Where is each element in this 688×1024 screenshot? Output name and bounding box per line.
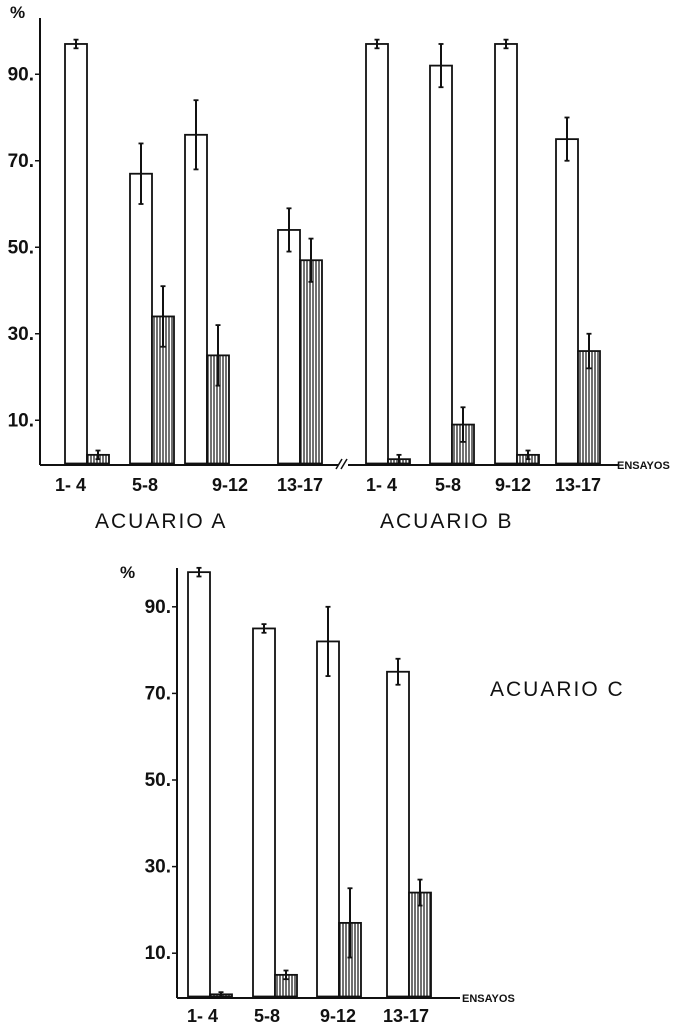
panel-label-b: ACUARIO B <box>380 510 514 533</box>
x-axis-title: ENSAYOS <box>462 993 515 1005</box>
bar-hatched <box>409 893 431 997</box>
chart-top: % ENSAYOS 10. 30. 50. 70. 90. 1- 4 5-8 9-12 13-… <box>8 3 670 533</box>
chart-bottom: % ENSAYOS 10. 30. 50. 70. 90. 1- 4 5-8 9-12 13-… <box>120 563 625 1024</box>
category-label: 5-8 <box>132 475 158 495</box>
bars <box>65 40 600 464</box>
bar-open <box>65 44 87 464</box>
category-label: 9-12 <box>320 1006 356 1024</box>
category-labels: 1- 4 5-8 9-12 13-17 <box>187 1006 429 1024</box>
bar-open <box>317 641 339 996</box>
bar-open <box>253 628 275 996</box>
bar-open <box>366 44 388 464</box>
bar-open <box>495 44 517 464</box>
category-labels: 1- 4 5-8 9-12 13-17 1- 4 5-8 9-12 13-17 <box>55 475 601 495</box>
y-tick-label: 50. <box>8 237 34 258</box>
y-tick-label: 30. <box>145 857 171 878</box>
category-label: 5-8 <box>254 1006 280 1024</box>
panel-label-a: ACUARIO A <box>95 510 227 533</box>
bar-open <box>188 572 210 996</box>
y-tick-label: 10. <box>8 410 34 431</box>
y-tick-label: 50. <box>145 770 171 791</box>
category-label: 1- 4 <box>55 475 86 495</box>
bars <box>188 568 431 997</box>
y-tick-labels: 10. 30. 50. 70. 90. <box>145 597 177 964</box>
y-tick-label: 90. <box>145 597 171 618</box>
panel-label-c: ACUARIO C <box>490 678 625 701</box>
y-unit-label: % <box>120 563 135 582</box>
category-label: 1- 4 <box>187 1006 218 1024</box>
category-label: 13-17 <box>555 475 601 495</box>
bar-open <box>556 139 578 463</box>
y-tick-label: 70. <box>8 151 34 172</box>
bar-hatched <box>300 260 322 463</box>
category-label: 5-8 <box>435 475 461 495</box>
y-tick-labels: 10. 30. 50. 70. 90. <box>8 64 40 431</box>
category-label: 9-12 <box>495 475 531 495</box>
y-unit-label: % <box>10 3 25 22</box>
x-axis-title: ENSAYOS <box>617 460 670 472</box>
bar-open <box>185 135 207 464</box>
category-label: 9-12 <box>212 475 248 495</box>
bar-open <box>130 174 152 464</box>
bar-open <box>430 66 452 464</box>
bar-open <box>387 672 409 997</box>
category-label: 1- 4 <box>366 475 397 495</box>
category-label: 13-17 <box>277 475 323 495</box>
y-tick-label: 70. <box>145 683 171 704</box>
y-tick-label: 30. <box>8 324 34 345</box>
y-tick-label: 10. <box>145 943 171 964</box>
bar-open <box>278 230 300 464</box>
category-label: 13-17 <box>383 1006 429 1024</box>
y-tick-label: 90. <box>8 64 34 85</box>
